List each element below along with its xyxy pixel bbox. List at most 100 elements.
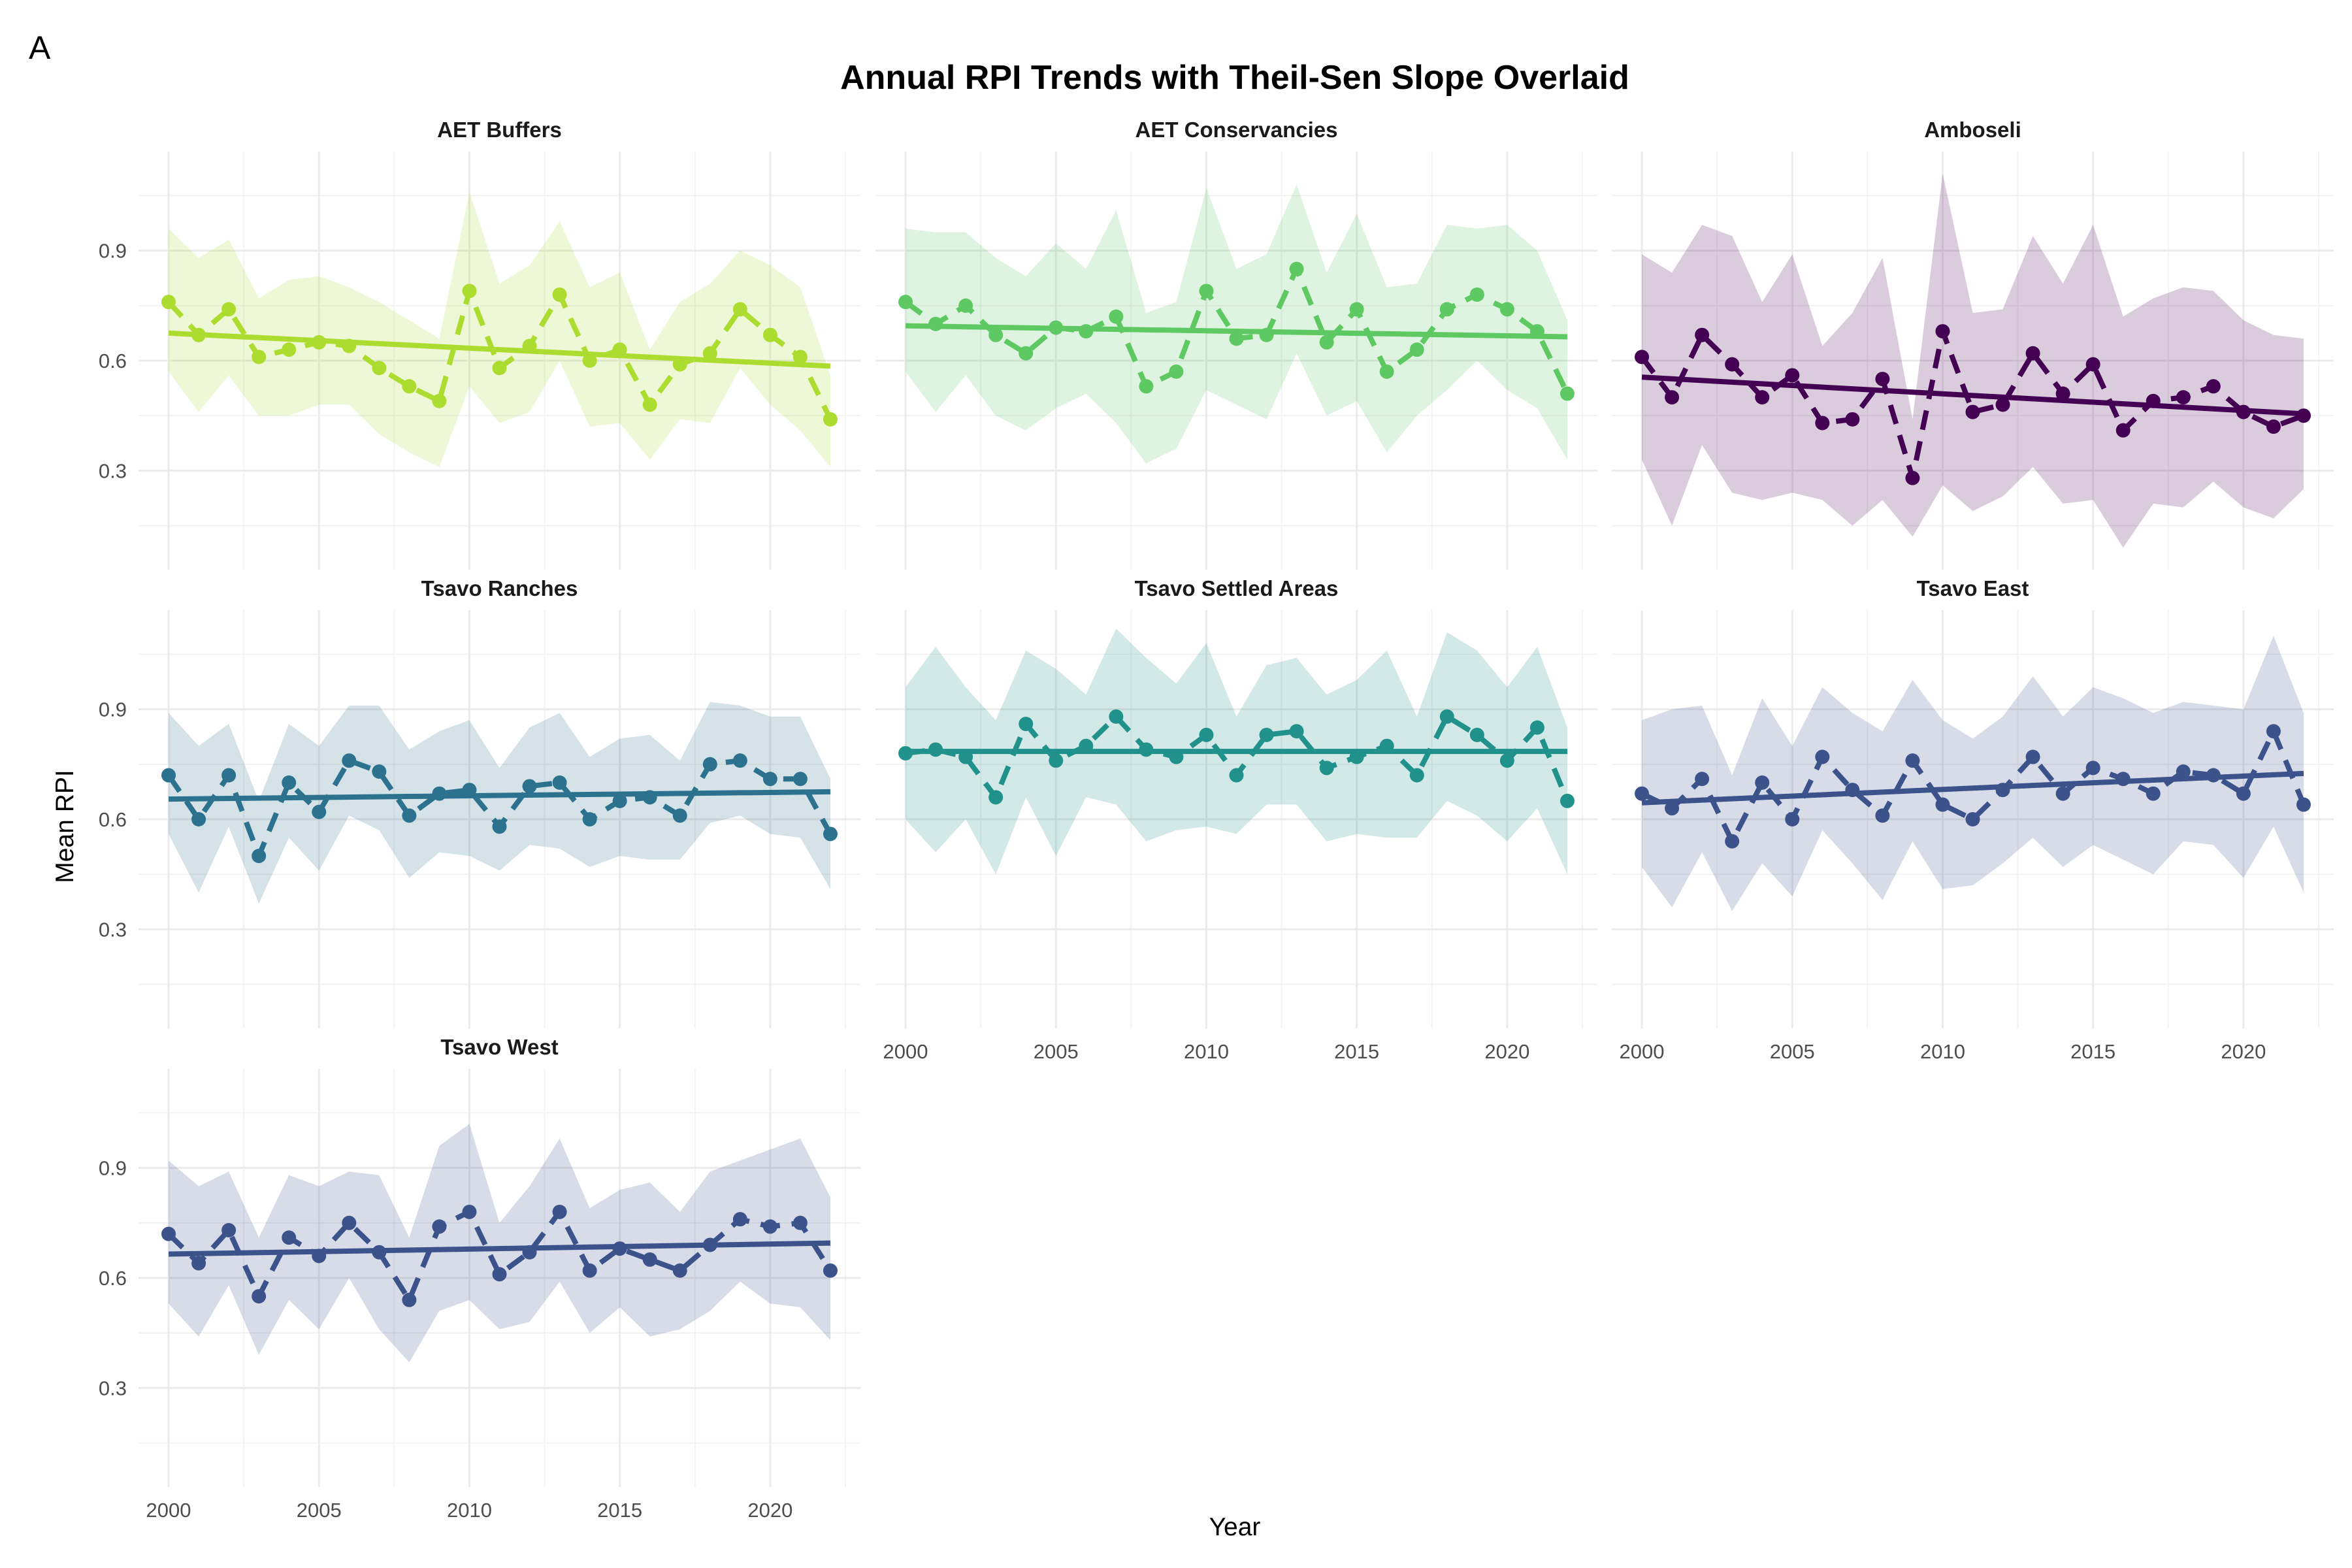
data-point — [1560, 793, 1575, 808]
data-point — [1049, 320, 1064, 335]
data-point — [672, 1263, 687, 1278]
data-point — [282, 775, 297, 790]
data-point — [1785, 812, 1800, 826]
data-point — [2176, 764, 2191, 779]
data-point — [161, 768, 176, 783]
data-point — [2085, 760, 2100, 776]
data-point — [2236, 786, 2251, 801]
data-point — [762, 772, 777, 787]
panel-title: Tsavo Ranches — [421, 576, 578, 600]
x-tick-label: 2005 — [1034, 1040, 1079, 1063]
ci-ribbon — [1642, 173, 2304, 548]
data-point — [988, 790, 1004, 805]
x-tick-label: 2000 — [1620, 1040, 1665, 1063]
data-point — [732, 302, 747, 317]
data-point — [702, 1237, 717, 1252]
data-point — [492, 361, 507, 376]
panel-aet-buffers: AET Buffers 0.3 0.6 0.9 — [99, 118, 860, 570]
data-point — [1169, 749, 1184, 764]
trend-line — [168, 330, 831, 369]
data-point — [612, 342, 627, 357]
data-point — [342, 338, 357, 353]
data-point — [762, 1219, 777, 1234]
y-tick-label: 0.9 — [99, 698, 127, 721]
data-point — [2266, 419, 2281, 434]
data-point — [898, 295, 913, 310]
data-point — [402, 379, 417, 394]
data-point — [642, 790, 657, 805]
data-point — [672, 357, 687, 372]
data-point — [642, 397, 657, 412]
data-point — [1409, 342, 1424, 357]
data-point — [2236, 404, 2251, 419]
data-point — [1169, 364, 1184, 379]
y-tick-label: 0.9 — [99, 240, 127, 263]
data-point — [2115, 772, 2131, 787]
trend-line — [168, 789, 831, 802]
data-point — [1529, 324, 1544, 339]
data-point — [2176, 390, 2191, 405]
data-point — [1965, 812, 1980, 826]
data-point — [1019, 346, 1034, 361]
data-point — [1905, 470, 1920, 485]
data-point — [958, 298, 973, 313]
data-point — [2055, 786, 2070, 801]
data-point — [1635, 350, 1650, 365]
panel-tag: A — [29, 29, 51, 66]
data-point — [462, 783, 477, 798]
data-point — [492, 819, 507, 834]
data-point — [1815, 749, 1830, 764]
data-point — [372, 1245, 387, 1260]
data-point — [988, 327, 1004, 342]
data-point — [221, 1223, 237, 1238]
data-point — [1229, 768, 1244, 783]
data-point — [492, 1267, 507, 1282]
panel-tsavo-east: Tsavo East 2000 2005 2010 2015 2020 — [1612, 576, 2334, 1063]
grid — [1612, 610, 2334, 1028]
data-point — [898, 745, 913, 760]
data-point — [958, 749, 973, 764]
data-point — [2146, 786, 2161, 801]
data-point — [402, 808, 417, 823]
data-point — [1845, 412, 1860, 427]
data-point — [161, 295, 176, 310]
data-point — [1199, 727, 1214, 742]
data-point — [2085, 357, 2100, 372]
data-point — [1229, 331, 1244, 346]
data-point — [1079, 324, 1094, 339]
y-tick-label: 0.3 — [99, 459, 127, 482]
data-point — [191, 327, 206, 342]
data-point — [2266, 724, 2281, 739]
data-point — [928, 316, 943, 331]
data-point — [1815, 416, 1830, 431]
x-tick-label: 2010 — [1184, 1040, 1229, 1063]
data-point — [161, 1226, 176, 1241]
data-point — [1349, 749, 1364, 764]
data-point — [191, 1256, 206, 1271]
data-point — [1665, 390, 1680, 405]
y-tick-label: 0.6 — [99, 350, 127, 372]
data-point — [823, 826, 838, 841]
ci-ribbon — [906, 184, 1567, 464]
data-point — [1875, 808, 1890, 823]
data-point — [702, 757, 717, 772]
panel-tsavo-west: Tsavo West 0.3 0.6 0.9 2000 2005 2010 2015 2020 — [99, 1035, 860, 1522]
data-point — [1755, 390, 1770, 405]
data-point — [1755, 775, 1770, 790]
panel-title: Tsavo Settled Areas — [1135, 576, 1339, 600]
x-tick-label: 2015 — [1334, 1040, 1379, 1063]
ci-ribbon — [169, 191, 830, 467]
data-point — [1109, 709, 1124, 724]
data-point — [1725, 834, 1740, 849]
data-point — [252, 849, 267, 864]
series-line — [1641, 728, 2306, 844]
data-point — [702, 346, 717, 361]
data-point — [1725, 357, 1740, 372]
data-point — [2025, 749, 2040, 764]
data-point — [402, 1292, 417, 1307]
facet-panels: AET Buffers 0.3 0.6 0.9 AET Conservancies Amb… — [99, 118, 2334, 1522]
data-point — [342, 753, 357, 768]
data-point — [1409, 768, 1424, 783]
series-line — [1639, 329, 2305, 481]
